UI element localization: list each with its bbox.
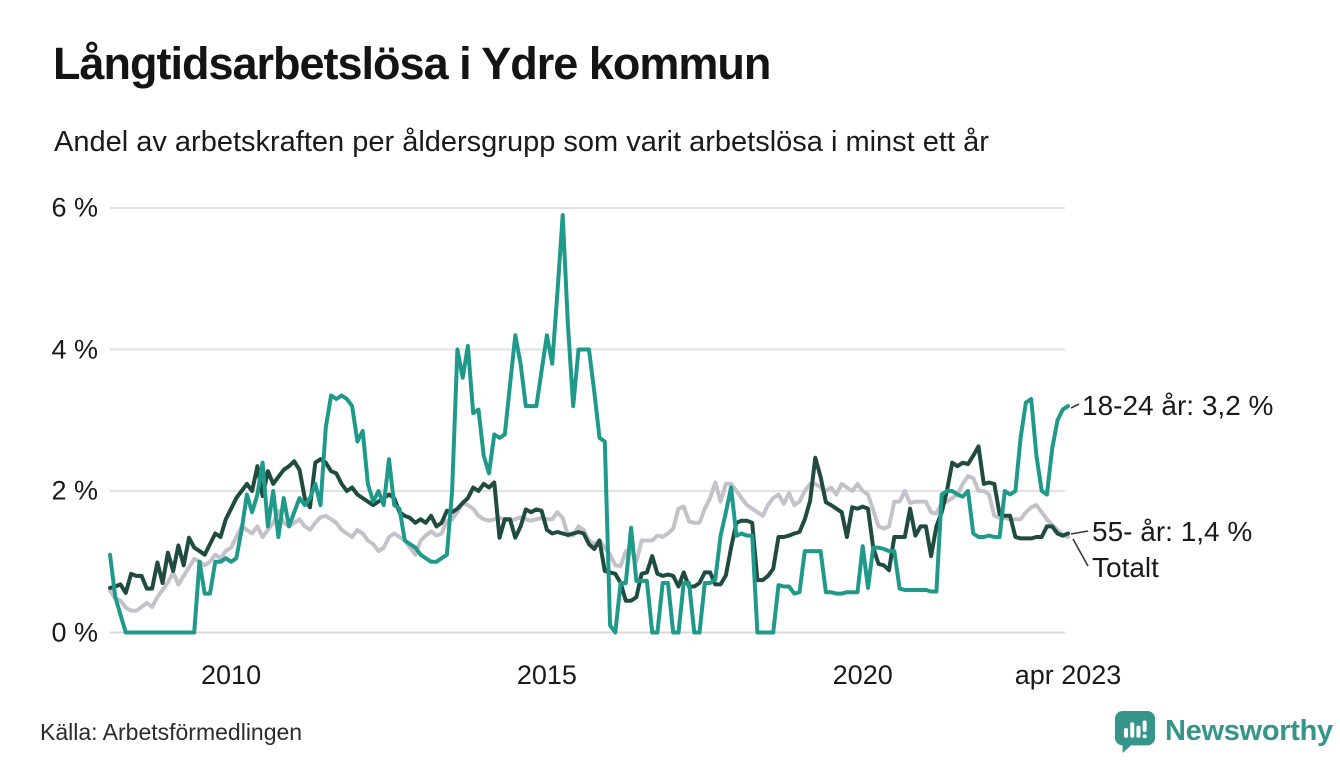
newsworthy-logo-text: Newsworthy	[1165, 715, 1333, 747]
x-axis-tick-label: 2020	[832, 660, 893, 690]
bar-medium	[1136, 725, 1141, 738]
series-line-55-år	[108, 444, 1070, 603]
series-line-18-24år	[108, 213, 1070, 635]
end-label-18-24: 18-24 år: 3,2 %	[1082, 390, 1274, 421]
exclamation-bar	[1142, 720, 1147, 732]
speech-bubble-shape	[1114, 710, 1156, 753]
source-note: Källa: Arbetsförmedlingen	[40, 719, 303, 745]
chart-title: Långtidsarbetslösa i Ydre kommun	[53, 38, 771, 89]
y-axis-tick-label: 6 %	[51, 192, 98, 223]
newsworthy-logo: Newsworthy	[1114, 710, 1333, 753]
leader-line-18-24	[1070, 403, 1080, 409]
series-lines	[108, 213, 1070, 635]
exclamation-dot	[1142, 734, 1147, 739]
end-label-55: 55- år: 1,4 %	[1092, 516, 1253, 547]
bar-tall	[1130, 722, 1135, 738]
end-label-leader-lines	[1070, 403, 1089, 567]
bar-small	[1124, 728, 1129, 738]
newsworthy-logo-icon	[1114, 710, 1156, 753]
y-axis-tick-label: 2 %	[51, 475, 98, 506]
leader-line-55	[1070, 530, 1089, 535]
gridlines	[110, 207, 1065, 634]
x-axis-tick-label: 2010	[201, 660, 262, 690]
y-axis-tick-label: 4 %	[51, 334, 98, 364]
chart-subtitle: Andel av arbetskraften per åldersgrupp s…	[54, 126, 989, 158]
y-axis-tick-label: 0 %	[51, 617, 98, 647]
leader-line-totalt	[1072, 538, 1089, 567]
x-axis-tick-label: 2015	[516, 660, 577, 690]
end-label-totalt: Totalt	[1092, 552, 1159, 583]
x-axis-tick-label: apr 2023	[1014, 660, 1122, 690]
